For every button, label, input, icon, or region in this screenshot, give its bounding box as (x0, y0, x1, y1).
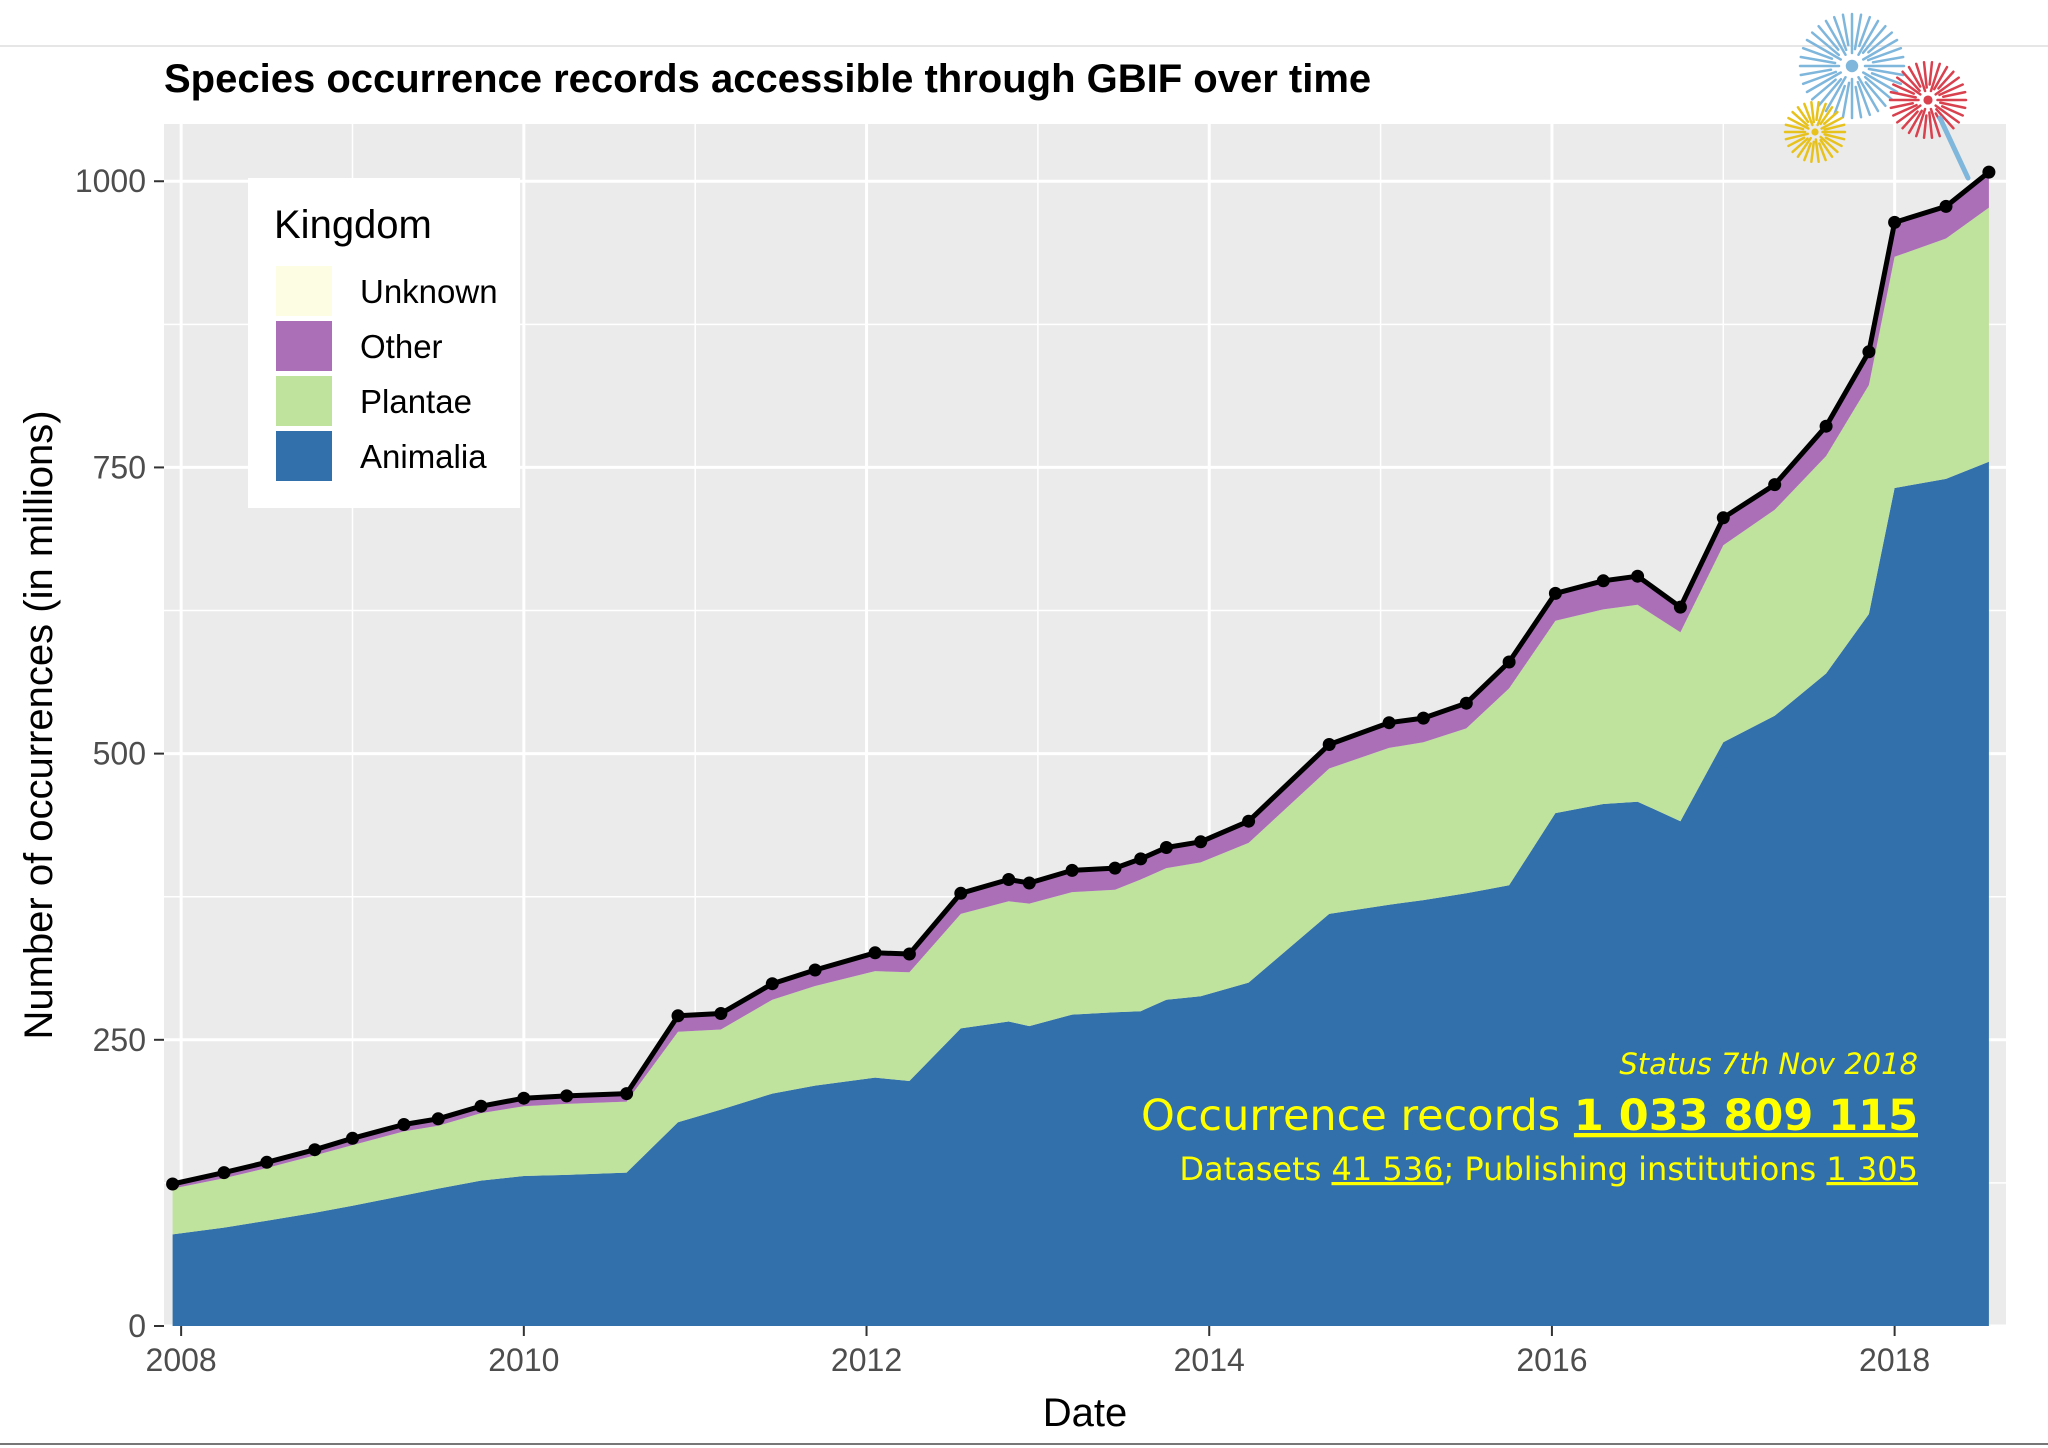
legend-swatch-unknown (276, 266, 332, 316)
total-point (1022, 876, 1036, 890)
legend: Kingdom Unknown Other Plantae Animalia (248, 178, 520, 508)
total-point (714, 1007, 728, 1020)
total-point (1939, 199, 1953, 213)
status-date-text: Status 7th Nov 2018 (1619, 1047, 1918, 1081)
total-point (308, 1143, 322, 1157)
legend-label-animalia: Animalia (360, 438, 487, 475)
area-plantae (172, 207, 1989, 1235)
y-axis-title: Number of occurrences (in millions) (17, 410, 61, 1039)
legend-label-unknown: Unknown (360, 273, 498, 310)
institutions-value: 1 305 (1826, 1150, 1918, 1188)
total-point (902, 947, 916, 961)
total-point (1862, 345, 1876, 359)
total-line-layer (172, 170, 1991, 1187)
datasets-value: 41 536 (1332, 1150, 1444, 1188)
total-point (260, 1155, 274, 1169)
total-point (217, 1166, 231, 1180)
total-point (1382, 716, 1396, 730)
total-point (517, 1091, 531, 1105)
legend-label-other: Other (360, 328, 443, 365)
total-point (1768, 478, 1782, 492)
x-axis: 2008 2010 2012 2014 2016 2018 (146, 1326, 1930, 1378)
occurrence-records-value: 1 033 809 115 (1574, 1091, 1918, 1141)
total-point (1108, 861, 1122, 875)
total-point (1982, 165, 1996, 179)
x-tick-label: 2008 (146, 1342, 217, 1378)
firework-burst-icon (1798, 12, 1906, 120)
total-point (1819, 419, 1833, 433)
y-tick-label: 750 (93, 449, 146, 485)
legend-swatch-animalia (276, 431, 332, 481)
total-point (1631, 569, 1645, 583)
y-axis: 0 250 500 750 1000 (75, 163, 164, 1344)
total-point (868, 946, 882, 960)
total-point (346, 1131, 359, 1145)
datasets-label: Datasets (1179, 1150, 1331, 1188)
legend-swatch-plantae (276, 376, 332, 426)
occurrence-records-text: Occurrence records 1 033 809 115 (1141, 1091, 1918, 1141)
total-point (166, 1177, 180, 1191)
fireworks-icon (1783, 12, 1971, 181)
total-point (765, 977, 779, 991)
total-point (1002, 873, 1016, 886)
total-point (1134, 852, 1148, 866)
y-tick-label: 250 (93, 1022, 146, 1058)
total-point (808, 963, 822, 977)
status-annotation: Status 7th Nov 2018 Occurrence records 1… (1141, 1047, 1918, 1188)
total-point (1322, 738, 1336, 751)
x-tick-label: 2014 (1174, 1342, 1245, 1378)
total-point (474, 1099, 488, 1113)
x-tick-label: 2012 (831, 1342, 902, 1378)
total-point (1416, 711, 1430, 725)
total-point (1888, 215, 1902, 229)
area-animalia (172, 461, 1989, 1326)
total-point (1716, 511, 1730, 525)
legend-label-plantae: Plantae (360, 383, 472, 420)
legend-title: Kingdom (274, 203, 432, 247)
total-point (1459, 696, 1473, 710)
total-point (1502, 655, 1516, 669)
total-point (1065, 863, 1079, 877)
x-axis-title: Date (1043, 1391, 1128, 1435)
x-tick-label: 2016 (1516, 1342, 1587, 1378)
total-point (560, 1089, 574, 1103)
firework-rocket-trail-icon (1937, 115, 1971, 181)
total-point (671, 1009, 685, 1023)
occurrence-records-label: Occurrence records (1141, 1091, 1574, 1141)
total-point (1159, 841, 1173, 854)
total-point (1596, 574, 1610, 588)
y-tick-label: 500 (93, 736, 146, 772)
total-line (172, 170, 1991, 1187)
x-tick-label: 2010 (488, 1342, 559, 1378)
total-point (397, 1118, 411, 1131)
firework-burst-icon (1783, 100, 1847, 164)
total-point (620, 1087, 634, 1101)
datasets-institutions-text: Datasets 41 536; Publishing institutions… (1179, 1150, 1918, 1188)
x-tick-label: 2018 (1859, 1342, 1930, 1378)
total-point (1194, 835, 1208, 849)
stacked-areas (172, 172, 1989, 1326)
total-point (1673, 600, 1687, 614)
y-tick-label: 1000 (75, 163, 146, 199)
total-point (954, 886, 968, 900)
total-point (1548, 586, 1562, 600)
y-tick-label: 0 (128, 1308, 146, 1344)
total-point (1242, 814, 1256, 828)
total-point (431, 1112, 445, 1126)
total-points (166, 165, 1996, 1191)
legend-entries: Unknown Other Plantae Animalia (276, 266, 498, 481)
institutions-label: ; Publishing institutions (1443, 1150, 1826, 1188)
legend-swatch-other (276, 321, 332, 371)
chart-title: Species occurrence records accessible th… (164, 57, 1371, 101)
